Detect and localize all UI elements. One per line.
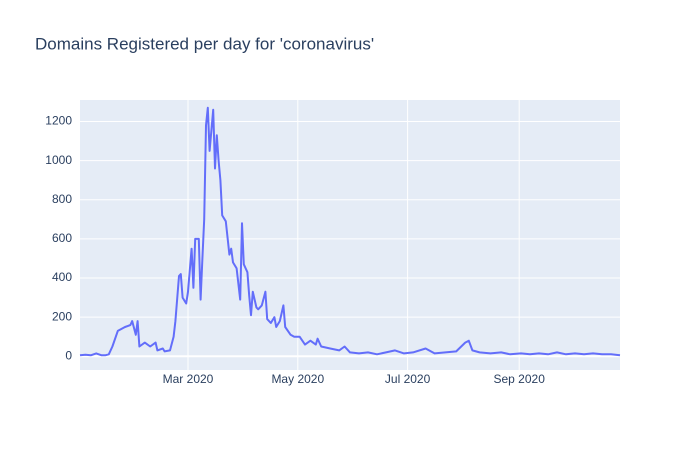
x-tick-label: May 2020 <box>271 372 324 386</box>
y-tick-label: 200 <box>52 309 72 323</box>
y-tick-label: 1200 <box>45 114 72 128</box>
chart-title: Domains Registered per day for 'coronavi… <box>35 34 374 53</box>
y-tick-label: 0 <box>65 348 72 362</box>
y-tick-label: 600 <box>52 231 72 245</box>
x-tick-label: Jul 2020 <box>385 372 431 386</box>
y-tick-label: 1000 <box>45 153 72 167</box>
y-tick-label: 400 <box>52 270 72 284</box>
x-tick-label: Sep 2020 <box>494 372 546 386</box>
plot-area <box>80 100 620 370</box>
data-line <box>79 106 621 357</box>
y-tick-label: 800 <box>52 192 72 206</box>
x-tick-label: Mar 2020 <box>163 372 214 386</box>
